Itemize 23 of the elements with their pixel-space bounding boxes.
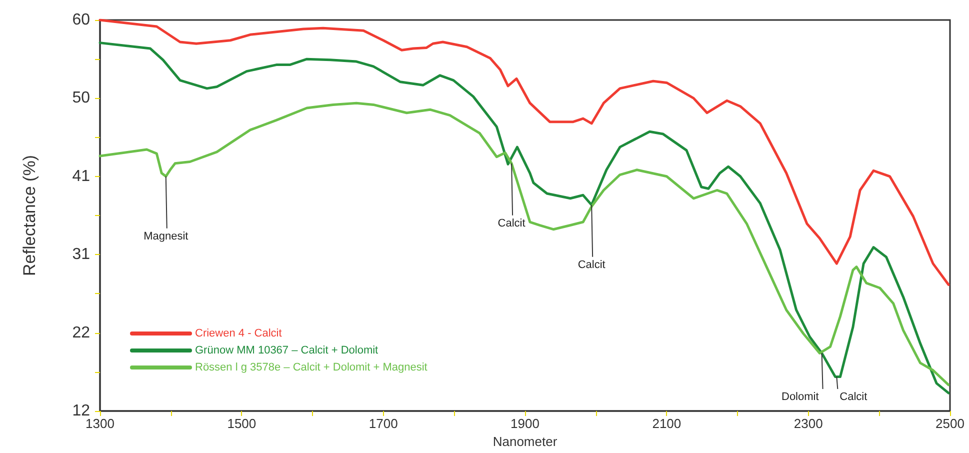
text: Grünow MM 10367 – Calcit + Dolomit xyxy=(195,344,378,356)
annotation: Calcit xyxy=(840,391,868,403)
text: Criewen 4 - Calcit xyxy=(195,328,282,340)
x-axis-title: Nanometer xyxy=(492,434,558,449)
x-tick-label: 1500 xyxy=(227,416,256,431)
y-tick-label: 60 xyxy=(72,12,90,28)
x-tick-label: 2100 xyxy=(652,416,682,431)
annotation: Calcit xyxy=(498,217,526,230)
annotation: Calcit xyxy=(578,258,606,271)
line-series xyxy=(98,18,950,286)
y-tick-label: 31 xyxy=(72,246,90,264)
y-tick-label: 50 xyxy=(72,90,90,107)
y-axis-title: Reflectance (%) xyxy=(20,155,39,276)
y-tick-label: 41 xyxy=(72,168,90,185)
x-tick-label: 1700 xyxy=(368,416,398,431)
annotation: Dolomit xyxy=(781,391,819,403)
annotation: Magnesit xyxy=(144,230,188,242)
x-tick-label: 2500 xyxy=(936,416,964,431)
line-series xyxy=(98,102,950,386)
y-tick-label: 22 xyxy=(72,324,90,342)
x-tick-label: 1900 xyxy=(510,416,540,431)
x-tick-label: 2300 xyxy=(794,416,823,431)
text: Rössen l g 3578e – Calcit + Dolomit + Magnesit xyxy=(195,362,428,374)
